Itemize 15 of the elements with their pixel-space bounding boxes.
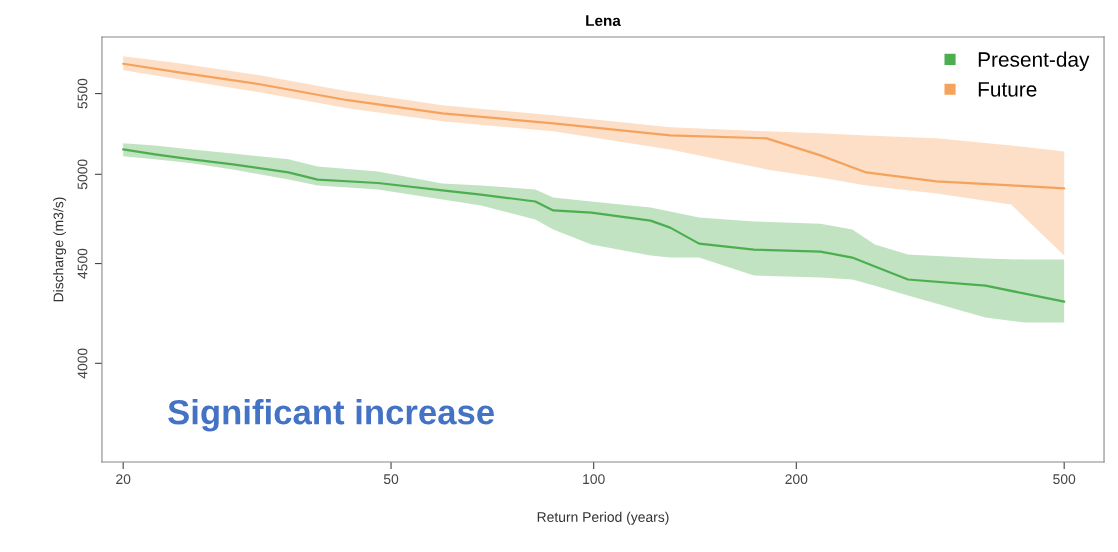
y-tick-label: 5000 xyxy=(77,159,88,190)
legend-label: Present-day xyxy=(978,51,1090,71)
y-axis-title: Discharge (m3/s) xyxy=(53,197,67,302)
x-axis-title: Return Period (years) xyxy=(537,511,669,525)
y-tick-label: 5500 xyxy=(77,78,88,109)
annotation: Significant increase xyxy=(168,399,494,432)
x-tick-label: 100 xyxy=(583,474,605,485)
y-tick-label: 4000 xyxy=(77,348,88,379)
legend-label: Future xyxy=(978,82,1037,97)
x-tick-label: 50 xyxy=(383,474,399,485)
x-tick-label: 500 xyxy=(1053,474,1076,485)
x-tick-label: 20 xyxy=(116,474,131,485)
chart-title: Lena xyxy=(586,15,621,27)
y-tick-label: 4500 xyxy=(77,248,88,279)
x-tick-label: 200 xyxy=(785,474,808,485)
